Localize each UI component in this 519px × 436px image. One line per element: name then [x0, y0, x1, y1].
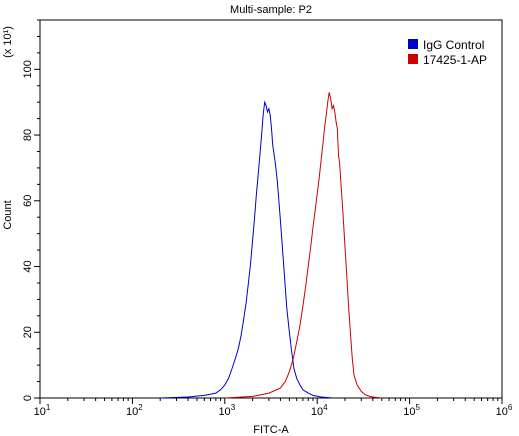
y-tick-label: 60 [22, 195, 34, 207]
series-line-igg-control [160, 100, 334, 399]
x-tick-label: 102 [126, 403, 143, 418]
legend-swatch [408, 54, 418, 64]
y-tick-label: 100 [22, 60, 34, 78]
x-tick-label: 104 [311, 403, 328, 418]
y-axis-ticks: 0 20 40 60 80 100 [22, 19, 40, 401]
x-tick-label: 101 [34, 403, 51, 418]
x-tick-label: 105 [403, 403, 420, 418]
x-axis-ticks: 101 102 103 104 105 106 [34, 398, 513, 418]
legend-swatch [408, 39, 418, 49]
y-tick-label: 80 [22, 129, 34, 141]
series-layer [160, 92, 382, 399]
series-line-17425-1-ap [224, 92, 382, 399]
y-multiplier-label: (x 10¹) [2, 26, 14, 58]
y-tick-label: 20 [22, 326, 34, 338]
legend-label: IgG Control [423, 38, 484, 52]
y-tick-label: 40 [22, 260, 34, 272]
legend-label: 17425-1-AP [423, 53, 487, 67]
y-axis-label: Count [2, 200, 14, 229]
x-tick-label: 106 [496, 403, 513, 418]
x-tick-label: 103 [218, 403, 235, 418]
y-tick-label: 0 [22, 395, 34, 401]
chart-title: Multi-sample: P2 [230, 4, 312, 16]
plot-border [39, 19, 503, 399]
x-axis-label: FITC-A [253, 424, 289, 436]
plot-area [39, 19, 503, 399]
